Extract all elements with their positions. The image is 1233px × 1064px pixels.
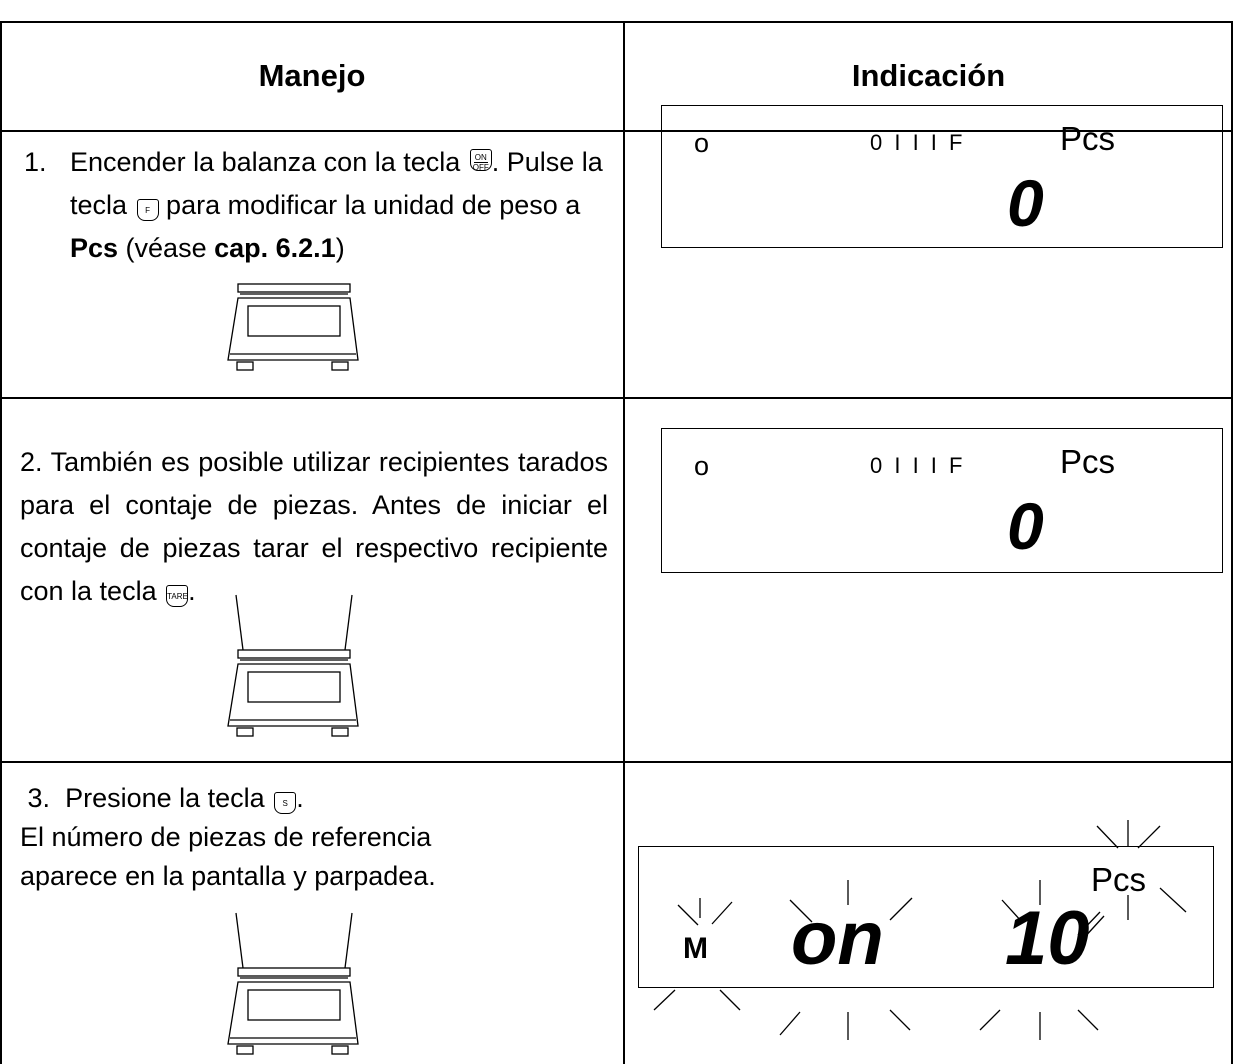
text: ) [335, 233, 345, 263]
text: . [296, 783, 304, 813]
step-text: 2. También es posible utilizar recipient… [20, 441, 608, 613]
table-border [0, 397, 1233, 399]
display: o 0 I I I F Pcs 0 [661, 105, 1223, 248]
table-border [0, 761, 1233, 763]
text: Encender la balanza con la tecla [70, 147, 468, 177]
scale-drawing [227, 967, 359, 1055]
column-header: Manejo [258, 58, 366, 93]
display: M on 10 Pcs [638, 846, 1214, 988]
display-status: o [694, 451, 710, 481]
display-unit: Pcs [1091, 861, 1147, 898]
key-label: ON [474, 153, 487, 162]
text: . Pulse la tecla [70, 147, 603, 220]
table-border [1231, 21, 1233, 1064]
scale-drawing [227, 283, 359, 371]
display-unit: Pcs [1060, 443, 1116, 480]
display-mode: M [683, 932, 708, 965]
bold-text: Pcs [70, 233, 119, 263]
key-icon: ON OFF [469, 149, 492, 172]
key-label: OFF [472, 163, 489, 172]
text: Presione la tecla [65, 783, 273, 813]
display-indicators: 0 I I I F [870, 453, 966, 478]
text: . [188, 576, 196, 606]
step-number: 1. [24, 147, 47, 177]
display-status: o [694, 128, 710, 158]
bold-text: cap. 6.2.1 [214, 233, 336, 263]
scale-drawing [227, 649, 359, 737]
text: El número de piezas de referencia aparec… [20, 822, 436, 891]
key-icon: S [274, 792, 297, 814]
step-text: Encender la balanza con la tecla ON OFF. … [70, 141, 618, 270]
display-unit: Pcs [1060, 120, 1116, 157]
display-value: 10 [1005, 896, 1090, 981]
container-drawing [235, 912, 353, 969]
column-header: Indicación [851, 58, 1006, 93]
display-indicators: 0 I I I F [870, 130, 966, 155]
table-border [0, 21, 1233, 23]
step-number: 3. [27, 783, 51, 813]
table-border [623, 21, 625, 1064]
step-number: 2. [20, 447, 43, 477]
text: para modificar la unidad de peso a [158, 190, 581, 220]
table-border [0, 21, 2, 1064]
blink-marks [653, 820, 1187, 1040]
key-icon: F [136, 199, 159, 221]
display-value: 0 [1007, 489, 1044, 563]
step-text: 3. Presione la tecla S. El número de piez… [20, 779, 618, 896]
display: o 0 I I I F Pcs 0 [661, 428, 1223, 573]
container-drawing [235, 594, 353, 651]
key-icon: TARE [166, 585, 189, 607]
display-status: on [791, 896, 884, 981]
table-border [0, 130, 1233, 132]
display-value: 0 [1007, 166, 1044, 240]
text: (véase [118, 233, 215, 263]
text: También es posible utilizar recipientes … [20, 447, 608, 606]
